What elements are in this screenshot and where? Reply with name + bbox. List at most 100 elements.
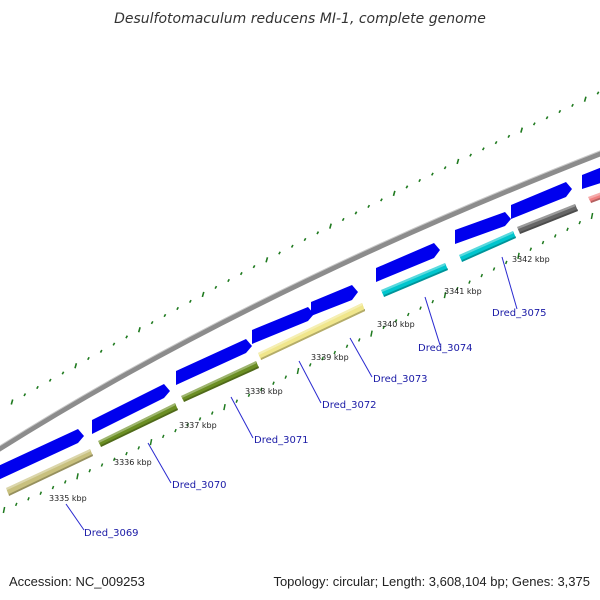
gene-bar-shine	[98, 403, 175, 444]
kbp-labels: 3335 kbp 3336 kbp 3337 kbp 3338 kbp 3339 kbp…	[49, 255, 550, 503]
tick-mark	[329, 223, 332, 229]
gene-bar	[459, 231, 516, 262]
tick-mark	[223, 403, 226, 411]
tick-mark	[316, 231, 320, 235]
gene-bar	[6, 449, 93, 496]
gene-bar-shade	[261, 309, 365, 360]
tick-mark	[455, 286, 459, 291]
tick-mark	[14, 502, 18, 507]
tick-mark	[406, 312, 410, 317]
tick-mark	[520, 127, 524, 133]
gene-bar-shine	[258, 303, 362, 356]
gene-label: Dred_3074	[418, 343, 473, 354]
tick-mark	[2, 506, 6, 514]
tick-mark	[517, 252, 520, 259]
topology-summary: Topology: circular; Length: 3,608,104 bp…	[273, 574, 590, 589]
gene-bar-shade	[591, 197, 600, 203]
tick-mark	[278, 251, 281, 255]
tick-mark	[76, 473, 79, 480]
tick-mark	[235, 399, 239, 403]
gene-bar	[98, 403, 178, 447]
tick-mark	[112, 342, 116, 346]
tick-mark	[87, 356, 90, 361]
outer-tick-ring	[10, 91, 600, 405]
gene-bar-shade	[384, 268, 448, 297]
gene-bar	[258, 303, 365, 360]
tick-mark	[214, 285, 218, 290]
label-leader-line	[501, 256, 518, 310]
gene-bar-shade	[9, 454, 93, 496]
tick-mark	[125, 451, 128, 456]
kbp-label: 3336 kbp	[114, 458, 152, 467]
tick-mark	[566, 227, 569, 232]
tick-mark	[23, 393, 27, 397]
tick-mark	[137, 446, 141, 450]
label-leader-line	[298, 360, 322, 404]
tick-mark	[532, 122, 536, 126]
gene-bar	[181, 361, 259, 402]
tick-mark	[405, 185, 409, 189]
cds-arrow	[582, 167, 600, 189]
tick-mark	[321, 356, 324, 361]
tick-mark	[469, 153, 473, 157]
tick-mark	[161, 434, 165, 439]
gene-bar-shine	[181, 361, 256, 399]
cds-arrow	[376, 243, 440, 282]
tick-mark	[51, 485, 55, 490]
tick-mark	[63, 480, 67, 484]
tick-mark	[590, 212, 594, 220]
gene-bar-shine	[459, 231, 513, 258]
tick-mark	[367, 204, 371, 209]
tick-mark	[186, 422, 190, 427]
tick-mark	[419, 306, 422, 310]
gene-bar-shine	[588, 192, 600, 200]
gene-bar-shine	[6, 449, 90, 491]
kbp-label: 3341 kbp	[444, 287, 482, 296]
tick-mark	[27, 497, 30, 501]
label-leader-line	[349, 337, 373, 378]
gene-bar	[517, 204, 578, 234]
tick-mark	[99, 349, 103, 353]
tick-mark	[88, 468, 92, 473]
kbp-label: 3340 kbp	[377, 320, 415, 329]
tick-mark	[252, 265, 256, 269]
gene-label: Dred_3075	[492, 308, 547, 319]
tick-mark	[357, 338, 361, 342]
kbp-label: 3338 kbp	[245, 387, 283, 396]
gene-label: Dred_3073	[373, 374, 428, 385]
cds-arrow	[455, 212, 511, 244]
tick-mark	[112, 457, 116, 462]
kbp-label: 3342 kbp	[512, 255, 550, 264]
gene-track	[6, 192, 600, 496]
tick-mark	[443, 292, 447, 299]
tick-mark	[504, 260, 508, 265]
tick-mark	[333, 350, 337, 355]
cds-arrow	[511, 182, 572, 219]
tick-mark	[198, 417, 202, 421]
tick-mark	[48, 378, 52, 382]
tick-mark	[553, 234, 557, 238]
gene-label: Dred_3072	[322, 400, 377, 411]
accession-text: Accession: NC_009253	[9, 574, 145, 589]
tick-mark	[481, 147, 485, 151]
tick-mark	[430, 172, 434, 176]
map-title: Desulfotomaculum reducens MI-1, complete…	[114, 11, 486, 27]
gene-bar-shade	[101, 408, 178, 447]
tick-mark	[74, 363, 78, 369]
gene-bar	[588, 192, 600, 203]
tick-mark	[150, 321, 154, 325]
tick-mark	[494, 140, 498, 145]
gene-label: Dred_3071	[254, 435, 309, 446]
kbp-label: 3335 kbp	[49, 494, 87, 503]
tick-mark	[480, 273, 484, 278]
tick-mark	[272, 381, 275, 385]
tick-mark	[392, 190, 396, 197]
gene-label: Dred_3069	[84, 528, 139, 539]
tick-mark	[308, 363, 312, 367]
tick-mark	[137, 327, 141, 333]
tick-mark	[188, 299, 192, 304]
tick-mark	[456, 158, 460, 165]
tick-mark	[210, 411, 214, 415]
tick-mark	[382, 325, 386, 330]
